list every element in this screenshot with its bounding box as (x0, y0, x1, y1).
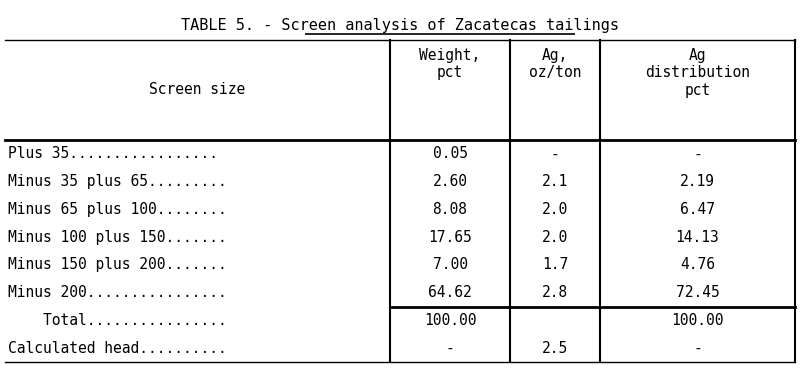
Text: 2.0: 2.0 (542, 230, 568, 245)
Text: 8.08: 8.08 (433, 202, 467, 217)
Text: 2.1: 2.1 (542, 174, 568, 189)
Text: 100.00: 100.00 (671, 313, 724, 328)
Text: 2.0: 2.0 (542, 202, 568, 217)
Text: Weight,
pct: Weight, pct (419, 48, 481, 80)
Text: 2.5: 2.5 (542, 341, 568, 356)
Text: Plus 35.................: Plus 35................. (8, 147, 218, 161)
Text: 64.62: 64.62 (428, 285, 472, 300)
Text: -: - (446, 341, 454, 356)
Text: Minus 65 plus 100........: Minus 65 plus 100........ (8, 202, 226, 217)
Text: Ag
distribution
pct: Ag distribution pct (645, 48, 750, 98)
Text: Total................: Total................ (8, 313, 226, 328)
Text: 2.19: 2.19 (680, 174, 715, 189)
Text: 6.47: 6.47 (680, 202, 715, 217)
Text: Minus 150 plus 200.......: Minus 150 plus 200....... (8, 258, 226, 272)
Text: TABLE 5. - Screen analysis of Zacatecas tailings: TABLE 5. - Screen analysis of Zacatecas … (181, 18, 619, 33)
Text: Ag,
oz/ton: Ag, oz/ton (529, 48, 582, 80)
Text: -: - (693, 341, 702, 356)
Text: -: - (693, 147, 702, 161)
Text: 100.00: 100.00 (424, 313, 476, 328)
Text: Minus 200................: Minus 200................ (8, 285, 226, 300)
Text: Minus 100 plus 150.......: Minus 100 plus 150....... (8, 230, 226, 245)
Text: 7.00: 7.00 (433, 258, 467, 272)
Text: Screen size: Screen size (150, 83, 246, 98)
Text: Calculated head..........: Calculated head.......... (8, 341, 226, 356)
Text: 0.05: 0.05 (433, 147, 467, 161)
Text: -: - (550, 147, 559, 161)
Text: 17.65: 17.65 (428, 230, 472, 245)
Text: Minus 35 plus 65.........: Minus 35 plus 65......... (8, 174, 226, 189)
Text: 2.8: 2.8 (542, 285, 568, 300)
Text: 4.76: 4.76 (680, 258, 715, 272)
Text: 1.7: 1.7 (542, 258, 568, 272)
Text: 72.45: 72.45 (676, 285, 719, 300)
Text: 2.60: 2.60 (433, 174, 467, 189)
Text: 14.13: 14.13 (676, 230, 719, 245)
